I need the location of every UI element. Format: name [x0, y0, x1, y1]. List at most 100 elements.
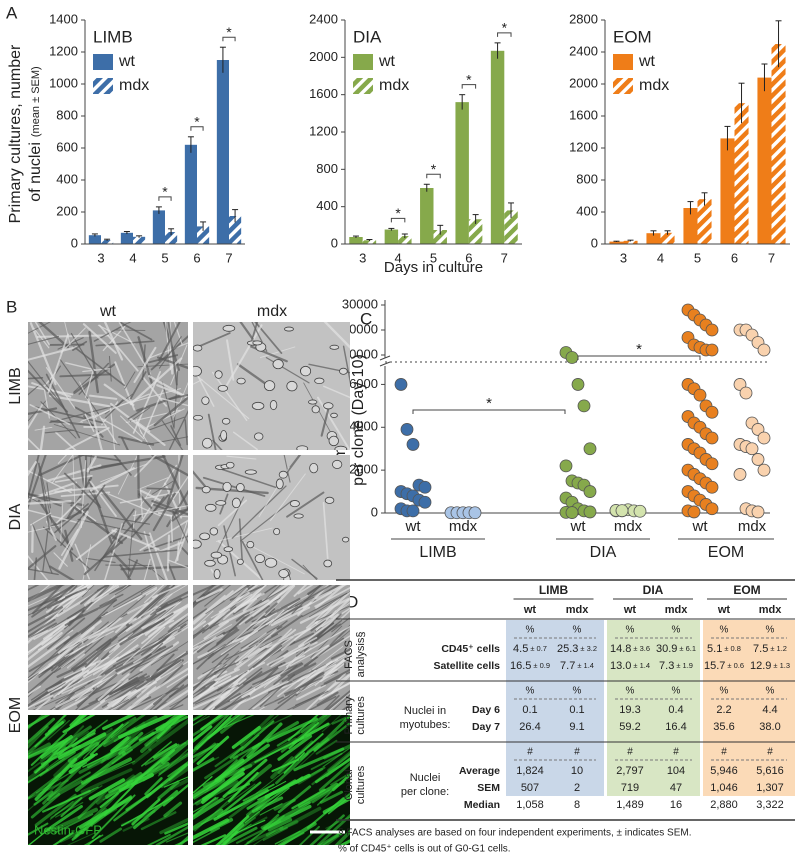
group-header: DIA — [643, 583, 664, 597]
x-tick-label: 5 — [161, 250, 168, 265]
texture — [338, 839, 350, 845]
point — [559, 459, 573, 473]
texture — [151, 480, 174, 495]
texture — [93, 322, 132, 342]
texture — [238, 680, 289, 705]
point — [705, 405, 719, 419]
texture — [108, 676, 145, 696]
texture — [218, 694, 250, 710]
texture — [281, 662, 317, 683]
sig-star: * — [194, 114, 200, 130]
y-tick-label: 0 — [71, 235, 78, 250]
texture — [56, 497, 82, 524]
texture — [131, 798, 161, 826]
texture — [193, 715, 203, 721]
texture — [285, 672, 325, 697]
texture — [69, 715, 85, 728]
cell: 7.3 ± 1.9 — [659, 660, 693, 672]
texture — [28, 585, 40, 591]
cell — [314, 377, 325, 385]
texture — [200, 767, 246, 804]
texture — [165, 832, 188, 843]
cell: 5,946 — [710, 765, 738, 777]
texture — [297, 782, 339, 808]
texture — [193, 725, 213, 743]
cell: 1,824 — [516, 765, 544, 777]
texture — [28, 369, 69, 413]
bar — [433, 230, 447, 244]
texture — [193, 715, 210, 726]
texture — [234, 816, 268, 837]
texture — [253, 715, 280, 736]
texture — [166, 534, 171, 572]
cell-value: 25.3 — [557, 643, 578, 655]
texture — [152, 743, 178, 759]
stain-label: Nestin-GFP — [34, 822, 102, 837]
texture — [163, 801, 183, 818]
texture — [122, 626, 166, 666]
texture — [28, 715, 45, 730]
texture — [87, 398, 103, 450]
texture — [204, 585, 232, 607]
point — [757, 463, 771, 477]
texture — [28, 763, 49, 782]
texture — [227, 771, 259, 803]
y-tick-label: 20000 — [342, 321, 378, 336]
texture — [330, 648, 350, 660]
x-tick-label: wt — [405, 518, 422, 535]
texture — [251, 322, 268, 352]
cell — [330, 412, 338, 418]
cell: 5,616 — [756, 765, 784, 777]
y-tick-label: 800 — [56, 107, 78, 122]
texture — [341, 703, 350, 710]
cell — [278, 470, 288, 479]
texture — [89, 462, 123, 472]
texture — [75, 528, 118, 561]
texture — [315, 585, 346, 610]
axis-break — [379, 355, 391, 367]
cell — [309, 463, 319, 474]
texture — [140, 811, 177, 831]
x-tick-label: 6 — [731, 250, 738, 265]
texture — [220, 826, 258, 845]
bar — [197, 226, 210, 244]
section-sublabel: Nuclei in — [404, 705, 446, 717]
texture — [64, 322, 71, 346]
texture — [329, 624, 350, 646]
texture — [80, 768, 133, 794]
texture — [234, 585, 268, 613]
y-tick-label: 1400 — [49, 11, 78, 26]
texture — [83, 716, 137, 751]
bar — [646, 233, 661, 244]
texture — [73, 636, 118, 673]
legend-swatch — [613, 54, 633, 70]
texture — [220, 810, 260, 845]
texture — [158, 322, 181, 362]
bar — [349, 237, 363, 244]
texture — [266, 627, 312, 649]
cell — [210, 551, 223, 559]
texture — [124, 371, 136, 390]
texture — [153, 396, 188, 427]
texture — [44, 429, 74, 434]
texture — [86, 719, 108, 736]
cell — [220, 430, 228, 441]
texture — [114, 591, 162, 634]
texture — [28, 694, 54, 709]
texture — [294, 585, 333, 607]
texture — [267, 680, 293, 693]
point — [705, 480, 719, 494]
texture — [74, 406, 91, 417]
texture — [129, 371, 147, 400]
texture — [28, 461, 38, 477]
cell: 0.1 — [522, 704, 537, 716]
texture — [241, 632, 267, 652]
texture — [193, 365, 215, 407]
texture — [252, 644, 283, 668]
texture — [134, 455, 157, 478]
cell: 4.4 — [762, 704, 777, 716]
texture — [38, 455, 86, 477]
texture — [62, 629, 101, 651]
texture — [303, 622, 335, 646]
texture — [28, 335, 60, 345]
